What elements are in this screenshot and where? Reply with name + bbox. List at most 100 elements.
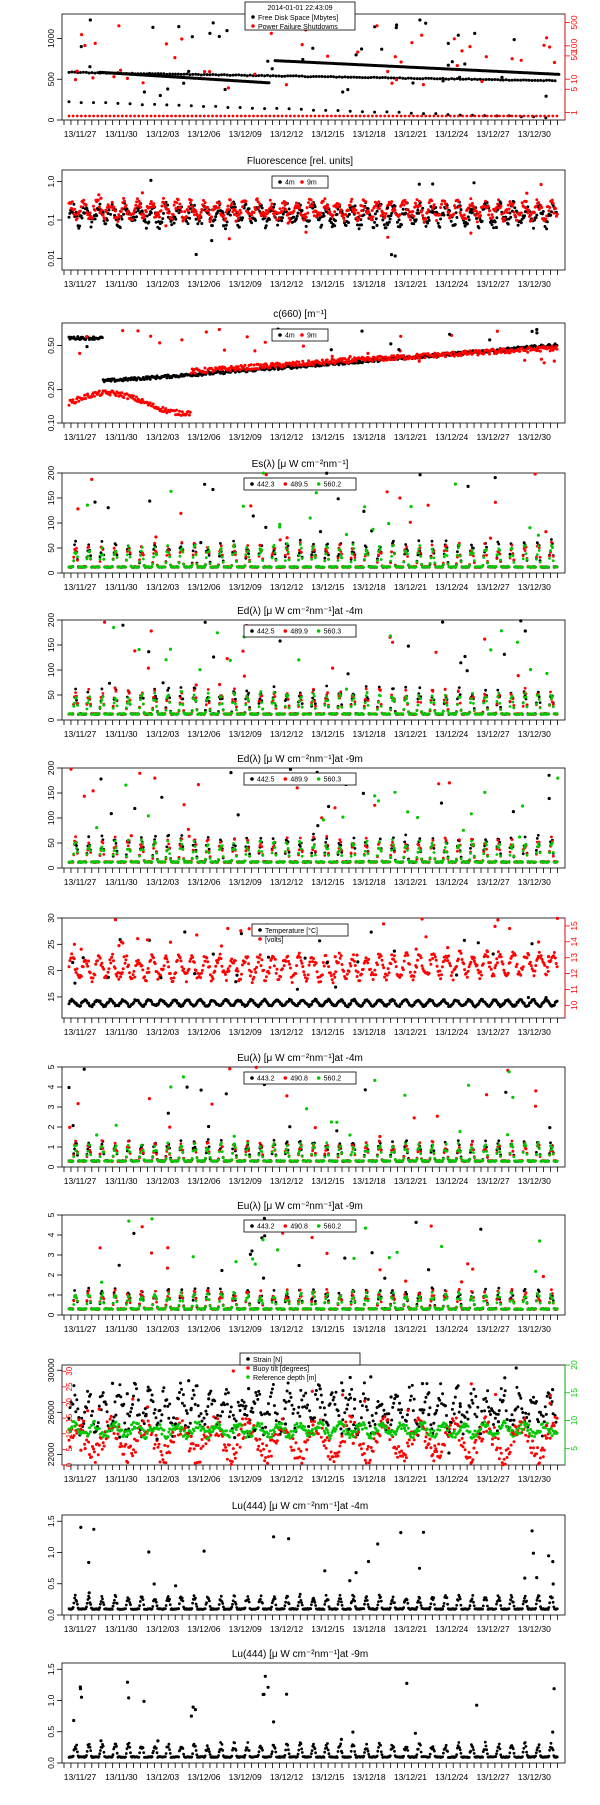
data-point [153,546,156,549]
data-point [397,348,400,351]
data-point [129,551,132,554]
y-right-tick-label: 100 [569,38,579,52]
data-point [111,201,114,204]
data-point [508,79,511,82]
data-point [364,553,367,556]
data-point [179,512,182,515]
data-point [84,115,87,118]
data-point [74,540,77,543]
data-point [283,75,286,78]
data-point [482,115,485,118]
data-point [547,115,550,118]
data-point [535,198,538,201]
data-point [427,208,430,211]
data-point [378,545,381,548]
data-point [138,200,141,203]
data-point [179,555,182,558]
x-tick-label: 13/12/03 [146,129,179,139]
data-point [191,73,194,76]
data-point [376,210,379,213]
data-point [420,209,423,212]
x-tick-label: 13/12/21 [394,582,427,592]
data-point [136,329,139,332]
data-point [412,115,415,118]
data-point [436,77,439,80]
data-point [135,215,138,218]
data-point [129,556,132,559]
data-point [314,205,317,208]
data-point [497,198,500,201]
data-point [174,115,177,118]
data-point [305,216,308,219]
data-point [265,224,268,227]
data-point [527,115,530,118]
data-point [543,361,546,364]
legend-entry: 9m [307,333,317,340]
data-point [109,115,112,118]
data-point [76,559,79,562]
data-point [340,556,343,559]
data-point [431,544,434,547]
data-point [409,521,412,524]
data-point [219,550,222,553]
data-point [551,115,554,118]
data-point [244,115,247,118]
data-point [211,115,214,118]
data-point [540,206,543,209]
data-point [494,476,497,479]
y-tick-label: 500 [46,72,56,86]
data-point [200,74,203,77]
data-point [494,221,497,224]
data-point [337,557,340,560]
data-point [313,214,316,217]
data-point [160,209,163,212]
data-point [377,200,380,203]
data-point [89,554,92,557]
data-point [297,115,300,118]
data-point [248,207,251,210]
data-point [297,204,300,207]
data-point [116,556,119,559]
data-point [84,338,87,341]
data-point [232,540,235,543]
data-point [500,76,503,79]
data-point [98,566,101,569]
data-point [493,78,496,81]
data-point [337,559,340,562]
data-point [542,79,545,82]
data-point [357,212,360,215]
data-point [268,218,271,221]
data-point [281,216,284,219]
data-point [254,208,257,211]
data-point [119,226,122,229]
data-point [556,348,559,351]
data-point [349,204,352,207]
data-point [246,550,249,553]
data-point [136,197,139,200]
data-point [525,192,528,195]
data-point [229,74,232,77]
data-point [516,79,519,82]
data-point [539,115,542,118]
x-tick-label: 13/12/09 [229,582,262,592]
data-point [544,218,547,221]
data-point [402,208,405,211]
data-point [187,222,190,225]
data-point [281,115,284,118]
data-point [430,77,433,80]
data-point [390,253,393,256]
data-point [145,210,148,213]
data-point [202,105,205,108]
data-point [90,226,93,229]
data-point [271,67,274,70]
data-point [469,208,472,211]
data-point [332,214,335,217]
y-right-tick-label: 5 [569,87,579,92]
data-point [260,74,263,77]
x-tick-label: 13/12/18 [353,279,386,289]
data-point [450,77,453,80]
data-point [410,112,413,115]
data-point [91,71,94,74]
data-point [450,220,453,223]
